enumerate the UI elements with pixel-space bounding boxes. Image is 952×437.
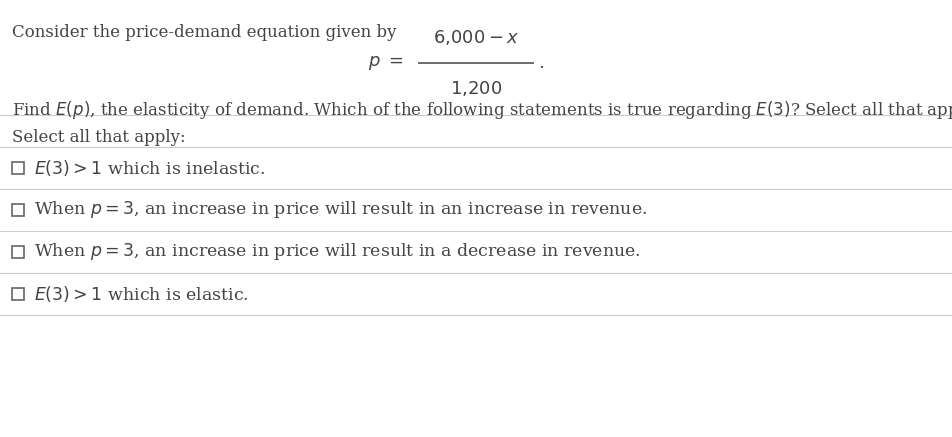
Text: $1{,}200$: $1{,}200$ [449, 79, 502, 98]
Text: $E(3) > 1$ which is elastic.: $E(3) > 1$ which is elastic. [34, 284, 248, 304]
FancyBboxPatch shape [12, 204, 24, 216]
Text: Select all that apply:: Select all that apply: [12, 129, 186, 146]
Text: Find $E(p)$, the elasticity of demand. Which of the following statements is true: Find $E(p)$, the elasticity of demand. W… [12, 99, 952, 121]
FancyBboxPatch shape [12, 246, 24, 258]
Text: When $p = 3$, an increase in price will result in an increase in revenue.: When $p = 3$, an increase in price will … [34, 200, 646, 221]
Text: When $p = 3$, an increase in price will result in a decrease in revenue.: When $p = 3$, an increase in price will … [34, 242, 640, 263]
Text: $6{,}000 - x$: $6{,}000 - x$ [432, 28, 519, 47]
Text: .: . [538, 54, 544, 72]
Text: $E(3) > 1$ which is inelastic.: $E(3) > 1$ which is inelastic. [34, 158, 266, 178]
Text: $p\ =$: $p\ =$ [367, 54, 404, 72]
FancyBboxPatch shape [12, 288, 24, 300]
Text: Consider the price-demand equation given by: Consider the price-demand equation given… [12, 24, 396, 41]
FancyBboxPatch shape [12, 162, 24, 174]
